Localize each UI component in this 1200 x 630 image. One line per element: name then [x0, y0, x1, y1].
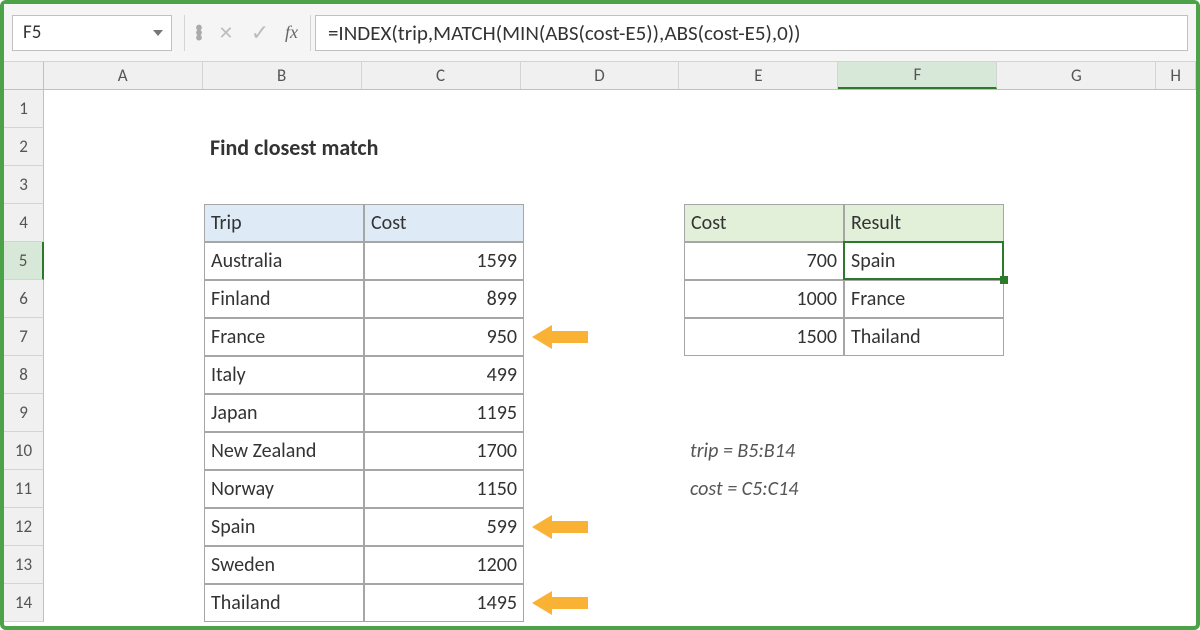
column-header-C[interactable]: C — [362, 62, 521, 89]
row-header-5[interactable]: 5 — [4, 242, 44, 280]
select-all-corner[interactable] — [4, 62, 44, 89]
table1-trip-1[interactable]: Finland — [204, 280, 364, 318]
table1-trip-7[interactable]: Spain — [204, 508, 364, 546]
table1-trip-4[interactable]: Japan — [204, 394, 364, 432]
selected-cell-outline — [843, 241, 1004, 280]
table1-cost-1[interactable]: 899 — [364, 280, 524, 318]
column-header-A[interactable]: A — [44, 62, 203, 89]
column-headers: ABCDEFGH — [4, 62, 1196, 90]
table1-cost-9[interactable]: 1495 — [364, 584, 524, 622]
column-header-D[interactable]: D — [521, 62, 680, 89]
column-header-F[interactable]: F — [838, 62, 997, 89]
table1-trip-9[interactable]: Thailand — [204, 584, 364, 622]
table1-trip-0[interactable]: Australia — [204, 242, 364, 280]
note-0[interactable]: trip = B5:B14 — [684, 432, 1004, 470]
table1-header-cost[interactable]: Cost — [364, 204, 524, 242]
table1-cost-0[interactable]: 1599 — [364, 242, 524, 280]
column-header-E[interactable]: E — [679, 62, 838, 89]
table1-cost-3[interactable]: 499 — [364, 356, 524, 394]
table1-cost-7[interactable]: 599 — [364, 508, 524, 546]
row-header-3[interactable]: 3 — [4, 166, 44, 204]
row-header-2[interactable]: 2 — [4, 128, 44, 166]
table1-trip-6[interactable]: Norway — [204, 470, 364, 508]
page-title[interactable]: Find closest match — [204, 128, 524, 166]
table2-cost-1[interactable]: 1000 — [684, 280, 844, 318]
table1-trip-8[interactable]: Sweden — [204, 546, 364, 584]
column-header-G[interactable]: G — [997, 62, 1156, 89]
row-header-7[interactable]: 7 — [4, 318, 44, 356]
table2-result-2[interactable]: Thailand — [844, 318, 1004, 356]
row-header-12[interactable]: 12 — [4, 508, 44, 546]
row-header-10[interactable]: 10 — [4, 432, 44, 470]
note-1[interactable]: cost = C5:C14 — [684, 470, 1004, 508]
table2-cost-2[interactable]: 1500 — [684, 318, 844, 356]
cells-area[interactable]: Find closest matchTripCostAustralia1599F… — [44, 90, 1196, 622]
separator — [310, 15, 311, 51]
row-header-9[interactable]: 9 — [4, 394, 44, 432]
table1-trip-5[interactable]: New Zealand — [204, 432, 364, 470]
table2-header-cost[interactable]: Cost — [684, 204, 844, 242]
cancel-icon[interactable]: ✕ — [209, 15, 243, 51]
app-window: F5 ••• ✕ ✓ fx =INDEX(trip,MATCH(MIN(ABS(… — [0, 0, 1200, 630]
table1-header-trip[interactable]: Trip — [204, 204, 364, 242]
table2-result-1[interactable]: France — [844, 280, 1004, 318]
table2-header-result[interactable]: Result — [844, 204, 1004, 242]
name-box[interactable]: F5 — [12, 15, 172, 51]
fx-icon[interactable]: fx — [277, 22, 306, 43]
table1-trip-3[interactable]: Italy — [204, 356, 364, 394]
expand-dots-icon[interactable]: ••• — [189, 25, 209, 40]
callout-arrow-icon — [532, 589, 588, 617]
row-header-14[interactable]: 14 — [4, 584, 44, 622]
formula-bar: F5 ••• ✕ ✓ fx =INDEX(trip,MATCH(MIN(ABS(… — [4, 4, 1196, 62]
grid-body: 1234567891011121314 Find closest matchTr… — [4, 90, 1196, 622]
callout-arrow-icon — [532, 323, 588, 351]
table1-cost-6[interactable]: 1150 — [364, 470, 524, 508]
enter-icon[interactable]: ✓ — [243, 15, 277, 51]
table2-cost-0[interactable]: 700 — [684, 242, 844, 280]
table1-trip-2[interactable]: France — [204, 318, 364, 356]
row-header-8[interactable]: 8 — [4, 356, 44, 394]
column-header-H[interactable]: H — [1156, 62, 1196, 89]
row-header-11[interactable]: 11 — [4, 470, 44, 508]
row-header-4[interactable]: 4 — [4, 204, 44, 242]
table1-cost-4[interactable]: 1195 — [364, 394, 524, 432]
column-header-B[interactable]: B — [203, 62, 362, 89]
table1-cost-8[interactable]: 1200 — [364, 546, 524, 584]
row-headers: 1234567891011121314 — [4, 90, 44, 622]
table1-cost-5[interactable]: 1700 — [364, 432, 524, 470]
formula-input[interactable]: =INDEX(trip,MATCH(MIN(ABS(cost-E5)),ABS(… — [315, 15, 1188, 51]
row-header-6[interactable]: 6 — [4, 280, 44, 318]
row-header-1[interactable]: 1 — [4, 90, 44, 128]
callout-arrow-icon — [532, 513, 588, 541]
row-header-13[interactable]: 13 — [4, 546, 44, 584]
table1-cost-2[interactable]: 950 — [364, 318, 524, 356]
fill-handle[interactable] — [1000, 276, 1008, 284]
separator — [184, 15, 185, 51]
